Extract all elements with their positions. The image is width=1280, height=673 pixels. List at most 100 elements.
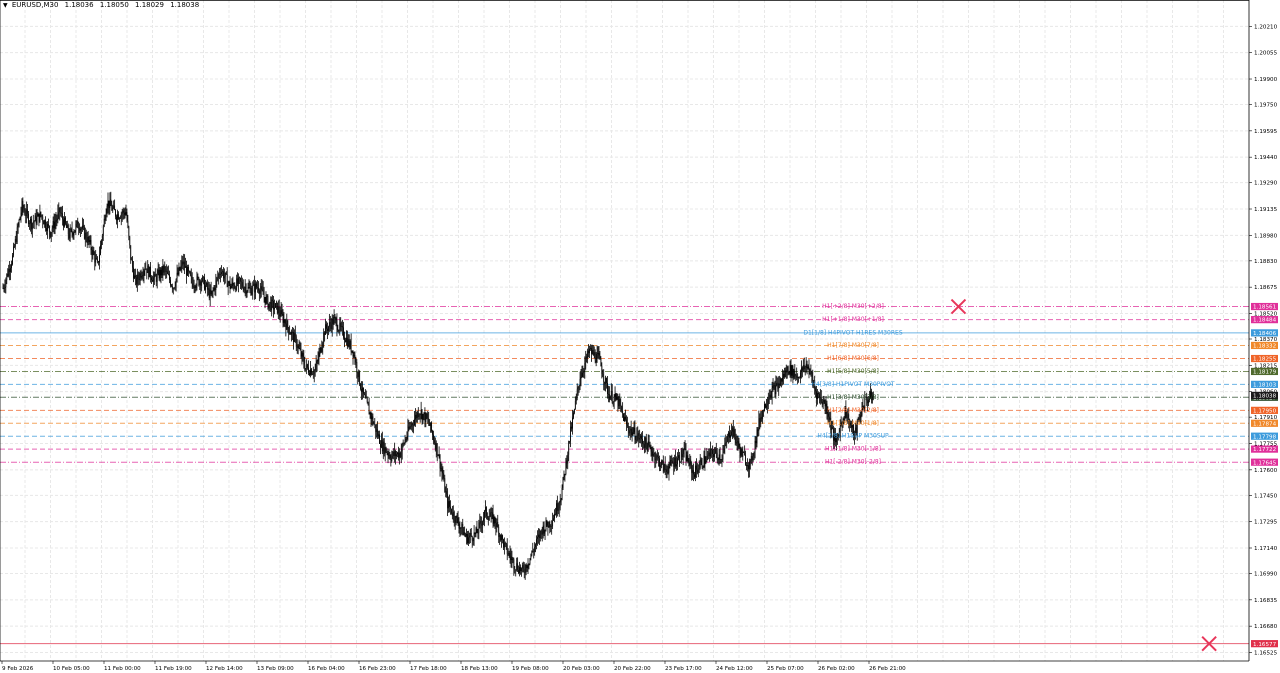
candle-body — [696, 465, 697, 470]
candle-body — [522, 565, 524, 570]
candle-body — [728, 432, 729, 437]
candle-body — [452, 512, 454, 517]
candle-body — [90, 240, 92, 251]
candle-body — [480, 521, 482, 524]
candle-body — [788, 372, 790, 374]
candle-body — [599, 355, 601, 359]
candle-body — [591, 349, 593, 354]
candle-body — [799, 377, 800, 379]
candle-body — [664, 464, 666, 470]
candle-body — [404, 439, 406, 444]
candle-body — [775, 382, 777, 395]
candle-body — [291, 331, 292, 335]
candle-body — [702, 466, 704, 468]
candle-body — [836, 438, 837, 443]
candle-body — [509, 552, 511, 557]
candle-body — [786, 366, 788, 373]
candle-body — [343, 327, 344, 338]
candle-body — [854, 427, 856, 434]
candle-body — [281, 310, 283, 315]
candle-body — [60, 212, 62, 214]
candle-body — [460, 527, 462, 529]
candle-body — [459, 527, 461, 529]
cross-marker-icon — [1201, 635, 1217, 652]
candle-body — [512, 558, 514, 560]
candle-body — [260, 286, 262, 290]
candle-body — [656, 455, 658, 459]
candle-body — [468, 535, 470, 538]
candle-body — [602, 373, 604, 377]
symbol-header: ▼ EURUSD,M30 1.18036 1.18050 1.18029 1.1… — [3, 1, 199, 9]
candle-body — [351, 350, 353, 352]
y-tick-label: 1.18980 — [1254, 233, 1278, 239]
candle-body — [808, 366, 810, 375]
candle-body — [369, 412, 371, 415]
candle-body — [265, 296, 267, 304]
candle-body — [124, 212, 126, 215]
candle-body — [275, 303, 276, 308]
candle-body — [827, 413, 829, 417]
candle-body — [62, 213, 63, 220]
candle-body — [94, 254, 96, 263]
candle-body — [309, 372, 310, 375]
candle-body — [503, 542, 505, 548]
level-label: H1[-2/8] M30[-2/8] — [825, 459, 881, 466]
candle-body — [16, 227, 18, 243]
candle-body — [794, 370, 796, 376]
candle-body — [245, 286, 247, 294]
candle-body — [860, 415, 862, 418]
candle-body — [773, 385, 775, 387]
candle-body — [521, 565, 523, 569]
candle-body — [421, 410, 423, 420]
candle-body — [558, 503, 560, 509]
candle-body — [540, 530, 542, 532]
candle-body — [866, 397, 868, 401]
candle-body — [453, 512, 455, 520]
candle-body — [618, 398, 620, 407]
level-label: H1[5/8] M30[5/8] — [827, 368, 879, 375]
price-tag-box — [1251, 406, 1278, 414]
candle-body — [261, 286, 263, 290]
price-tag-box — [1251, 458, 1278, 466]
candle-body — [449, 501, 450, 507]
candle-body — [411, 423, 413, 427]
candle-body — [753, 451, 755, 457]
y-tick-label: 1.19595 — [1254, 129, 1278, 135]
candle-body — [731, 431, 732, 436]
candle-body — [508, 552, 510, 555]
candle-body — [501, 535, 502, 541]
candle-body — [650, 446, 652, 452]
candle-body — [729, 432, 730, 438]
candle-body — [520, 567, 521, 572]
candle-body — [444, 478, 446, 493]
candle-body — [465, 534, 466, 537]
candle-body — [642, 439, 643, 444]
level-label: H4[3/8] H1PIVOT M30PIVOT — [811, 381, 895, 388]
candle-body — [144, 269, 146, 271]
candle-body — [847, 414, 849, 418]
chart-menu-icon[interactable]: ▼ — [3, 2, 8, 9]
candle-body — [232, 282, 234, 285]
candle-body — [213, 287, 215, 291]
candle-body — [416, 414, 417, 419]
x-tick-label: 11 Feb 19:00 — [155, 666, 192, 672]
candle-body — [185, 266, 186, 268]
x-tick-label: 20 Feb 22:00 — [614, 666, 651, 672]
candle-body — [282, 314, 284, 323]
candle-body — [179, 267, 181, 270]
candle-body — [142, 275, 144, 276]
candle-body — [494, 516, 496, 524]
candle-body — [446, 491, 448, 495]
candle-body — [678, 455, 679, 459]
candle-body — [787, 366, 789, 373]
time-axis: 9 Feb 2026 10 Feb 05:00 11 Feb 00:00 11 Feb… — [1, 661, 906, 672]
level-label: H1[6/8] M30[6/8] — [827, 355, 879, 362]
candle-body — [818, 393, 819, 395]
candle-body — [76, 221, 78, 225]
candle-body — [461, 524, 463, 528]
candle-body — [714, 449, 716, 454]
candle-body — [686, 455, 688, 462]
candle-body — [121, 213, 123, 215]
